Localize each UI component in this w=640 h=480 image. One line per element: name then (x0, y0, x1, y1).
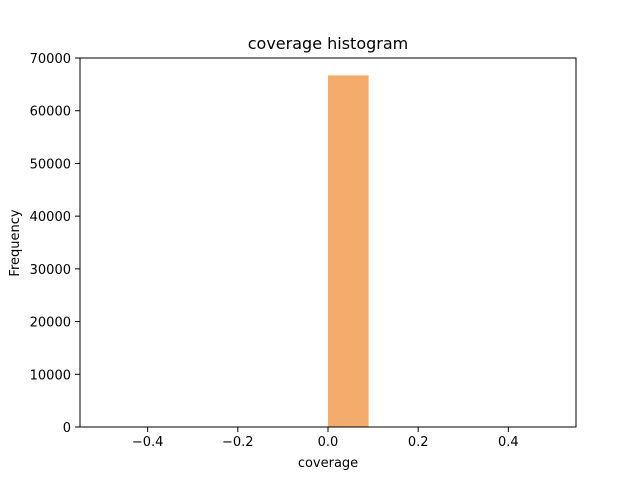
y-tick-label: 50000 (30, 157, 71, 172)
y-axis-ticks: 0 10000 20000 30000 40000 50000 60000 70000 (30, 52, 80, 436)
bars-layer (328, 75, 369, 427)
x-tick-label: −0.4 (132, 435, 164, 450)
x-tick-label: 0.4 (498, 435, 519, 450)
x-axis-ticks: −0.4 −0.2 0.0 0.2 0.4 (132, 427, 519, 450)
x-axis-label: coverage (298, 456, 358, 471)
y-axis-label: Frequency (8, 209, 23, 276)
histogram-bar-0 (328, 75, 369, 427)
y-tick-label: 10000 (30, 368, 71, 383)
chart-title: coverage histogram (248, 34, 408, 53)
y-tick-label: 60000 (30, 105, 71, 120)
y-tick-label: 70000 (30, 52, 71, 67)
y-tick-label: 20000 (30, 316, 71, 331)
x-tick-label: 0.0 (318, 435, 339, 450)
x-tick-label: −0.2 (222, 435, 254, 450)
y-tick-label: 0 (63, 421, 71, 436)
y-tick-label: 30000 (30, 263, 71, 278)
y-tick-label: 40000 (30, 210, 71, 225)
x-tick-label: 0.2 (408, 435, 429, 450)
